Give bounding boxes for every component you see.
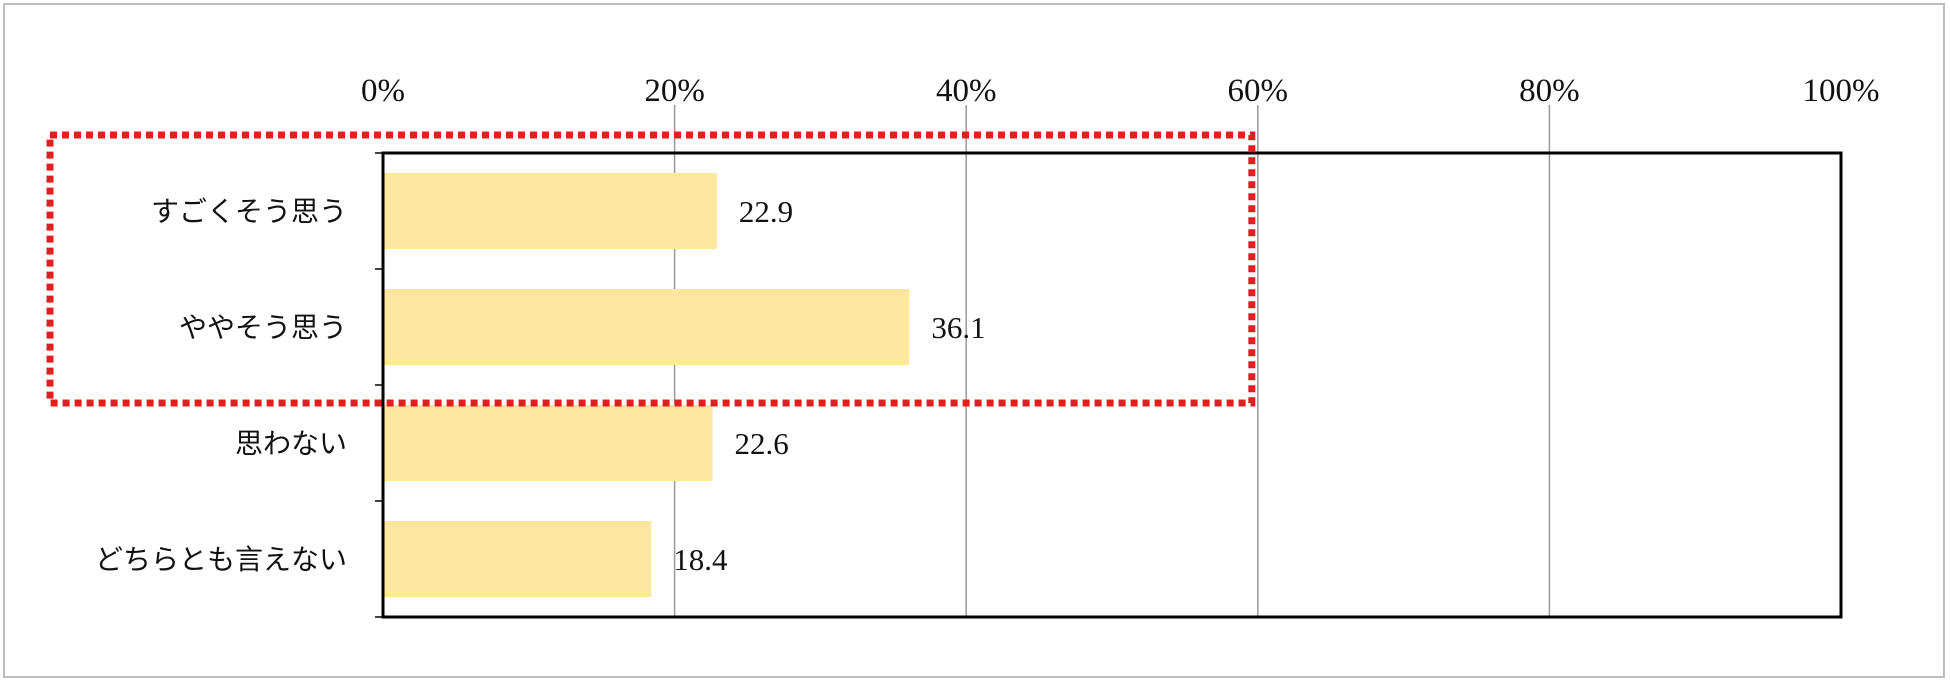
bar <box>383 521 652 597</box>
data-label: 22.6 <box>735 426 789 461</box>
category-label: どちらとも言えない <box>95 543 347 576</box>
bar <box>383 173 717 249</box>
bar <box>383 405 713 481</box>
category-label: ややそう思う <box>179 311 347 344</box>
data-label: 18.4 <box>673 542 728 577</box>
data-label: 22.9 <box>739 194 793 229</box>
bar-chart: 0% 20% 40% 60% 80% 100% 22.9 すごくそう思う 36.1 ややそう思う 2… <box>46 73 1880 619</box>
chart-frame: 0% 20% 40% 60% 80% 100% 22.9 すごくそう思う 36.1 ややそう思う 2… <box>3 3 1945 678</box>
x-tick-label: 20% <box>644 73 705 109</box>
highlight-box <box>46 131 1256 407</box>
bars <box>383 173 910 597</box>
highlight <box>46 131 1256 407</box>
bar <box>383 289 910 365</box>
x-tick-label: 0% <box>361 73 405 109</box>
x-tick-label: 40% <box>936 73 997 109</box>
axes <box>375 151 1843 619</box>
plot-border <box>381 151 1843 619</box>
data-label: 36.1 <box>931 310 985 345</box>
labels: 0% 20% 40% 60% 80% 100% 22.9 すごくそう思う 36.1 ややそう思う 2… <box>95 73 1880 577</box>
x-tick-label: 60% <box>1228 73 1289 109</box>
category-label: すごくそう思う <box>151 195 347 228</box>
x-tick-label: 80% <box>1519 73 1580 109</box>
category-label: 思わない <box>235 427 347 460</box>
x-tick-label: 100% <box>1803 73 1880 109</box>
